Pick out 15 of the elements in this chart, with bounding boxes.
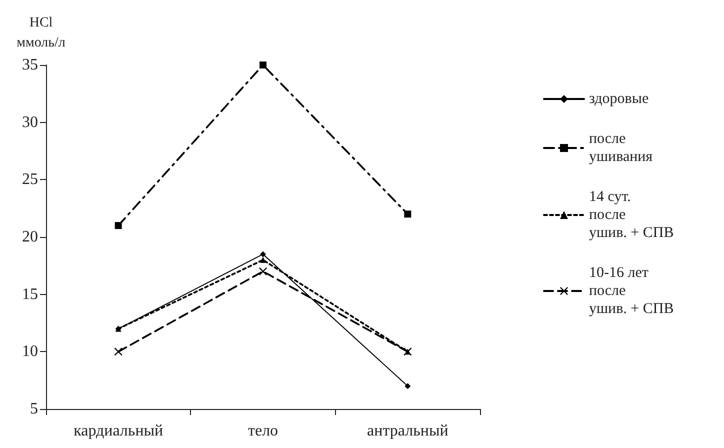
legend-label: 10-16 лет после ушив. + СПВ — [589, 265, 674, 317]
legend-label: после ушивания — [589, 131, 653, 165]
y-axis-title: HCl ммоль/л — [16, 16, 66, 50]
y-tick-label: 30 — [22, 114, 38, 131]
x-tick-label: тело — [248, 422, 278, 440]
y-tick-label: 5 — [30, 400, 38, 418]
y-tick-label: 20 — [22, 228, 38, 246]
legend-label: 14 сут. после ушив. + СПВ — [589, 189, 674, 241]
y-tick-label: 15 — [22, 286, 38, 303]
x-tick-label: антральный — [367, 422, 449, 440]
x-tick-label: кардиальный — [74, 422, 164, 440]
legend-label: здоровые — [589, 91, 649, 107]
y-tick-label: 25 — [22, 171, 38, 188]
y-tick-label: 10 — [22, 343, 38, 360]
y-tick-label: 35 — [22, 56, 38, 74]
